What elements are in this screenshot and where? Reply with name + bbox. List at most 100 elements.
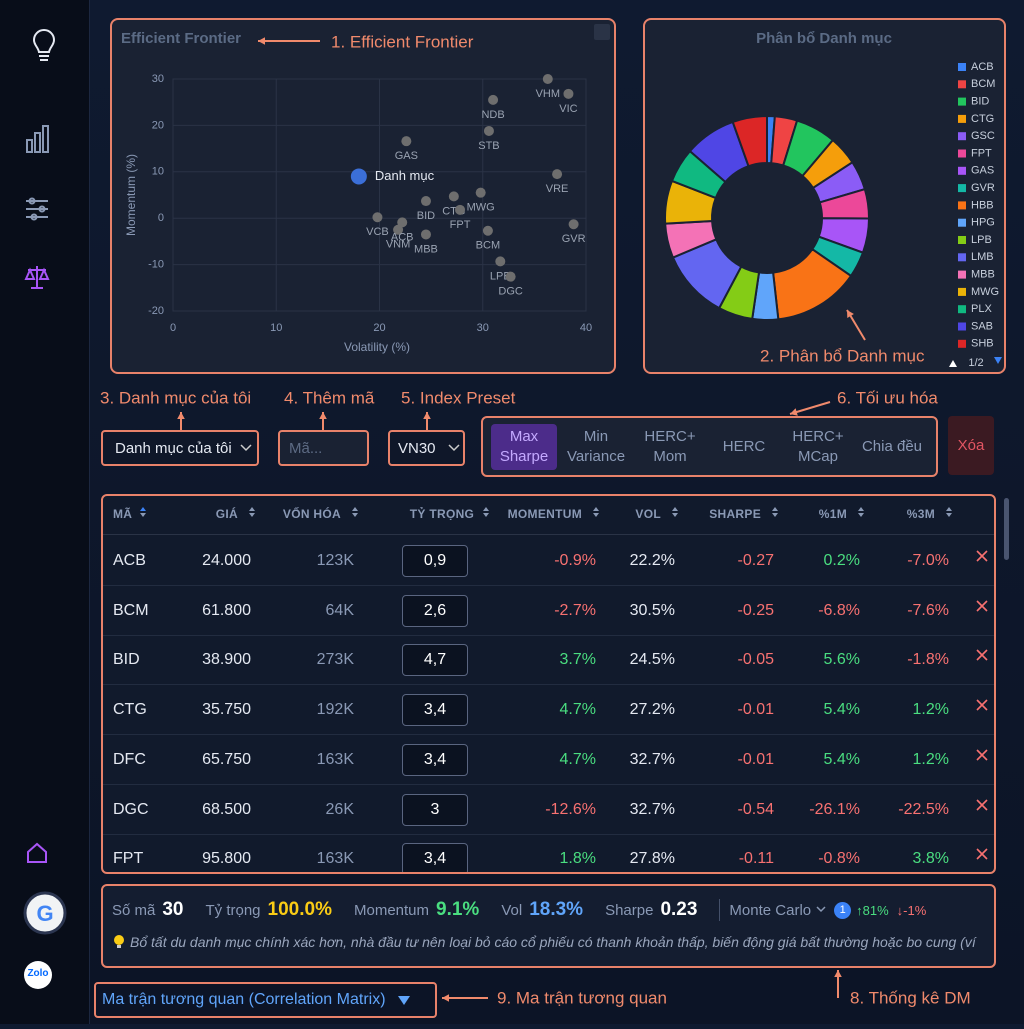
cell: 3.7% (559, 651, 596, 669)
sort-icon[interactable] (592, 506, 600, 518)
delete-row[interactable] (976, 600, 988, 612)
weight-input[interactable]: 3 (402, 793, 468, 826)
cell: -22.5% (898, 800, 949, 818)
cell: -0.01 (737, 750, 774, 768)
sort-icon[interactable] (671, 506, 679, 518)
tip: Bổ tất du danh mục chính xác hơn, nhà đầ… (130, 934, 976, 950)
mc-up: ↑81% (856, 902, 889, 918)
column-header[interactable]: MOMENTUM (507, 507, 582, 521)
zolo-logo[interactable]: Zolo (27, 968, 49, 979)
column-header[interactable]: %1M (818, 507, 847, 521)
sort-icon[interactable] (857, 506, 865, 518)
arrow-head (177, 412, 185, 419)
delete-row[interactable] (976, 798, 988, 811)
cell: 1.2% (912, 750, 949, 768)
column-header[interactable]: MÃ (113, 507, 133, 521)
cell: -7.0% (907, 552, 949, 569)
optimizer-button[interactable]: Chia đều (861, 437, 923, 455)
triangle (397, 996, 410, 1005)
bulb-icon (114, 935, 124, 948)
delete-row[interactable] (976, 550, 988, 562)
chevron (448, 444, 460, 452)
ticker: ACB (113, 552, 146, 569)
cell: -12.6% (545, 800, 596, 818)
sort-icon[interactable] (351, 506, 359, 518)
cell: -26.1% (809, 800, 860, 818)
ticker: FPT (113, 850, 144, 868)
cell: 95.800 (202, 850, 251, 868)
optimizer-button[interactable]: HERC (722, 437, 766, 455)
sort-icon[interactable] (945, 506, 953, 518)
row-rule (103, 585, 994, 586)
column-header[interactable]: TỶ TRỌNG (409, 507, 475, 521)
delete-row[interactable] (976, 649, 988, 661)
column-header[interactable]: VỐN HÓA (282, 507, 341, 521)
stat-value: 0.23 (660, 899, 698, 920)
cell: 61.800 (202, 601, 251, 619)
sort-icon[interactable] (482, 506, 490, 518)
weight-input[interactable]: 4,7 (402, 644, 468, 677)
weight-input[interactable]: 3,4 (402, 843, 468, 872)
ticker: CTG (113, 701, 147, 719)
sort-icon[interactable] (139, 506, 147, 518)
sort-icon[interactable] (248, 506, 256, 518)
correlation-toggle[interactable]: Ma trận tương quan (Correlation Matrix) (94, 982, 437, 1018)
optimizer-button[interactable]: HERC+ Mom (644, 427, 696, 465)
preset-select[interactable]: VN30 (388, 430, 465, 466)
weight-input[interactable]: 3,4 (402, 743, 468, 776)
column-header[interactable]: SHARPE (709, 507, 761, 521)
weight-input[interactable]: 2,6 (402, 594, 468, 627)
cell: 5.6% (823, 651, 860, 669)
row-rule (103, 833, 994, 835)
preset-name: VN30 (398, 439, 436, 457)
ticker-input[interactable]: Mã... (278, 430, 369, 466)
delete-row[interactable] (976, 848, 988, 860)
cell: 26K (325, 800, 354, 818)
portfolio-select[interactable]: Danh mục của tôi (101, 430, 259, 466)
arrow-head (834, 970, 842, 977)
sort-icon[interactable] (771, 506, 779, 518)
column-header[interactable]: VOL (635, 507, 661, 521)
row-rule (103, 783, 994, 785)
cell: 27.8% (629, 850, 675, 868)
scrollbar (1004, 498, 1009, 560)
sidebar: G Zolo (0, 0, 90, 1024)
stats-panel: Số mã 30 Tỷ trọng 100.0% Momentum 9.1% Vol 1… (101, 884, 996, 968)
cell: 4.7% (559, 701, 596, 719)
badge: 1 (834, 901, 852, 919)
stat-value: 30 (162, 899, 184, 920)
annotation-arrow (789, 401, 831, 415)
cell: 163K (316, 850, 354, 868)
weight-input[interactable]: 0,9 (402, 545, 468, 577)
cell: 38.900 (202, 651, 251, 669)
ticker: BCM (113, 601, 149, 619)
column-header[interactable]: %3M (906, 507, 935, 521)
cell: -0.8% (818, 850, 860, 868)
optimizer-button[interactable]: HERC+ MCap (792, 427, 844, 465)
arrow-head (423, 412, 431, 419)
optimizer-button[interactable]: Min Variance (566, 427, 626, 465)
annotation: 3. Danh mục của tôi (100, 388, 251, 407)
cell: -7.6% (907, 601, 949, 619)
row-rule (103, 684, 994, 686)
cell: 24.000 (202, 552, 251, 569)
data-table: MÃ GIÁ VỐN HÓA TỶ TRỌNG MOMENTUM VOL SHARPE %1M… (101, 494, 996, 874)
stat-label: Vol (501, 901, 523, 919)
cell: 3.8% (912, 850, 949, 868)
frontier-panel (110, 18, 616, 374)
delete-row[interactable] (976, 699, 988, 711)
cell: -1.8% (907, 651, 949, 669)
cell: -0.9% (554, 552, 596, 569)
column-header[interactable]: GIÁ (215, 507, 238, 521)
optimizer-button[interactable]: Max Sharpe (491, 423, 557, 470)
weight-input[interactable]: 3,4 (402, 694, 468, 727)
allocation-panel (643, 18, 1006, 374)
stat-value: 100.0% (267, 899, 332, 920)
delete-row[interactable] (976, 749, 988, 761)
monte-carlo[interactable]: Monte Carlo (729, 901, 812, 919)
row-rule (103, 734, 994, 736)
cell: 1.8% (559, 850, 596, 868)
mc-down: ↓-1% (896, 902, 927, 918)
cell: -6.8% (818, 601, 860, 619)
clear-button[interactable]: Xóa (948, 416, 994, 475)
